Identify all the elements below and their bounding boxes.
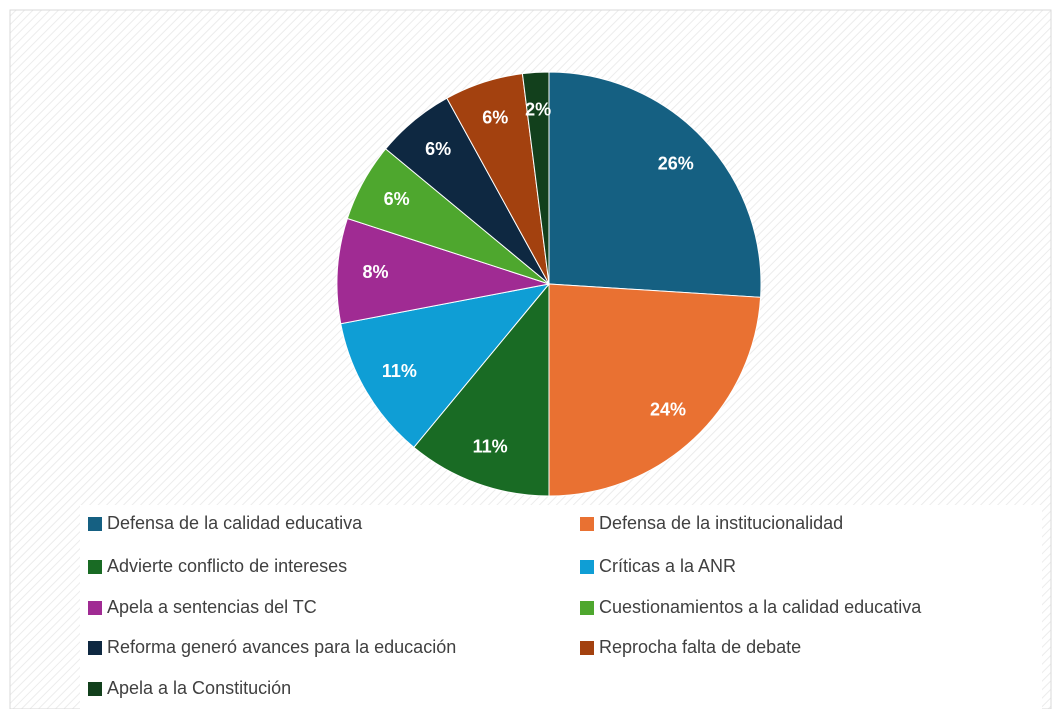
data-label: 6% <box>482 107 508 127</box>
data-label: 11% <box>473 436 508 456</box>
legend-swatch <box>88 682 102 696</box>
pie-slice <box>413 282 550 497</box>
legend-label: Reforma generó avances para la educación <box>107 637 456 657</box>
data-label: 8% <box>362 262 388 282</box>
legend-swatch <box>580 517 594 531</box>
legend-label: Defensa de la institucionalidad <box>599 513 843 533</box>
data-label: 6% <box>425 139 451 159</box>
legend-label: Críticas a la ANR <box>599 556 736 576</box>
legend-swatch <box>580 560 594 574</box>
data-label: 26% <box>658 154 694 174</box>
data-label: 11% <box>382 361 417 381</box>
data-label: 24% <box>650 399 686 419</box>
legend-label: Apela a la Constitución <box>107 678 291 698</box>
legend-label: Advierte conflicto de intereses <box>107 556 347 576</box>
pie-slice <box>336 217 550 325</box>
pie-slice <box>548 71 762 298</box>
legend-swatch <box>88 641 102 655</box>
pie-slice <box>521 71 550 285</box>
legend-label: Cuestionamientos a la calidad educativa <box>599 597 922 617</box>
legend-swatch <box>580 601 594 615</box>
legend-area <box>80 505 1042 709</box>
data-label: 6% <box>384 189 410 209</box>
legend-swatch <box>88 601 102 615</box>
legend-label: Apela a sentencias del TC <box>107 597 317 617</box>
pie-slice <box>340 283 551 449</box>
legend-swatch <box>88 517 102 531</box>
legend-label: Defensa de la calidad educativa <box>107 513 363 533</box>
legend-swatch <box>88 560 102 574</box>
pie-slice <box>548 283 762 497</box>
legend-swatch <box>580 641 594 655</box>
legend-label: Reprocha falta de debate <box>599 637 801 657</box>
data-label: 2% <box>525 99 551 119</box>
